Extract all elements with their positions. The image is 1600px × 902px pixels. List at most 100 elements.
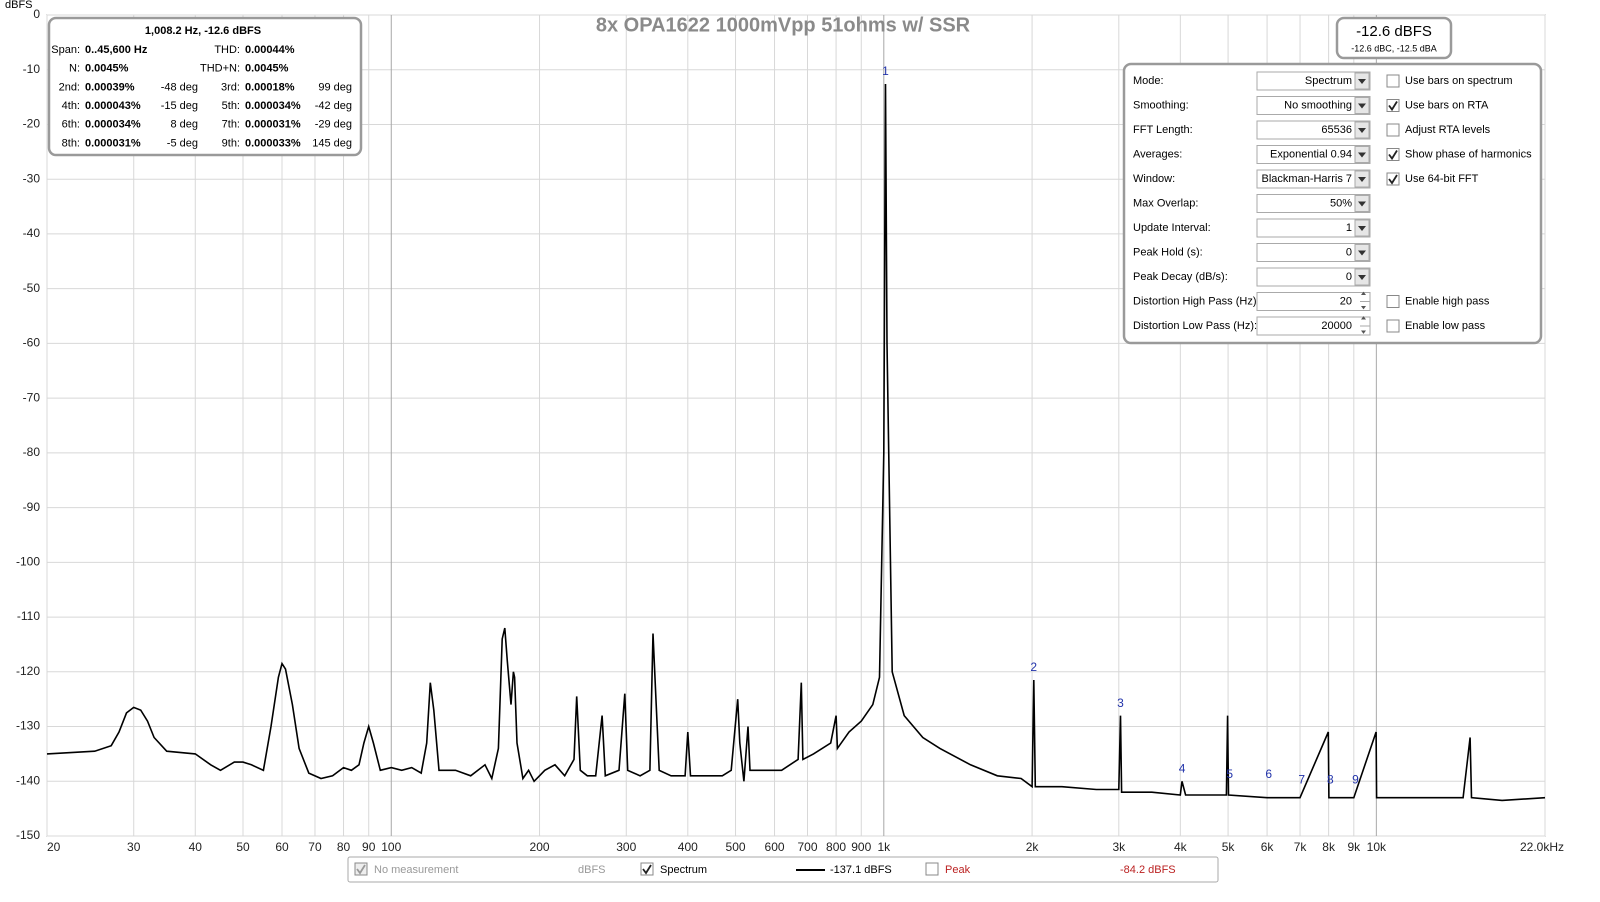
metric-value: 0.000031% [245, 119, 301, 131]
metric-label: THD+N: [200, 63, 240, 75]
control-value: 20000 [1321, 320, 1352, 332]
legend-unit: dBFS [578, 864, 606, 876]
control-label: Peak Decay (dB/s): [1133, 271, 1228, 283]
control-value: 65536 [1321, 124, 1352, 136]
dropdown-arrow [1358, 152, 1366, 158]
x-tick-label: 80 [337, 840, 351, 854]
x-tick-label: 7k [1294, 840, 1308, 854]
control-value: 1 [1346, 222, 1352, 234]
metric-phase: -29 deg [315, 119, 352, 131]
legend-label: No measurement [374, 864, 458, 876]
control-value: 0 [1346, 271, 1352, 283]
metric-phase: -15 deg [161, 100, 198, 112]
harmonic-marker: 6 [1265, 767, 1272, 781]
checkbox[interactable] [1386, 99, 1400, 112]
checkbox-label: Enable low pass [1405, 320, 1486, 332]
control-label: Peak Hold (s): [1133, 246, 1203, 258]
spectrum-line [46, 83, 1546, 802]
dropdown-arrow [1358, 250, 1366, 256]
dropdown[interactable] [1256, 243, 1371, 262]
dropdown[interactable] [1256, 169, 1371, 189]
dropdown[interactable] [1256, 218, 1371, 238]
x-tick-label: 4k [1174, 840, 1188, 854]
metric-phase: -5 deg [167, 137, 198, 149]
control-value: 50% [1330, 197, 1352, 209]
x-tick-label: 10k [1367, 840, 1387, 854]
dropdown-arrow [1358, 177, 1366, 182]
metric-value: 0.000043% [85, 100, 141, 112]
x-tick-label: 800 [826, 840, 846, 854]
x-tick-label: 9k [1347, 840, 1361, 854]
level-weighted: -12.6 dBC, -12.5 dBA [1351, 43, 1437, 53]
metric-phase: 145 deg [312, 137, 352, 149]
metric-value: 0.0045% [85, 63, 129, 75]
y-tick-label: -100 [16, 555, 40, 569]
dropdown[interactable] [1256, 267, 1371, 287]
harmonic-marker: 2 [1030, 660, 1037, 674]
checkbox[interactable] [1386, 172, 1400, 186]
checkmark [1388, 174, 1398, 185]
harmonic-marker: 1 [882, 64, 889, 78]
legend-value: -137.1 dBFS [830, 864, 892, 876]
harmonic-marker: 5 [1226, 767, 1233, 781]
checkbox [354, 862, 368, 876]
checkbox[interactable] [1386, 295, 1400, 308]
y-tick-label: -30 [23, 171, 41, 185]
x-tick-label: 30 [127, 840, 141, 854]
x-tick-label: 700 [797, 840, 817, 854]
level-meter [1335, 16, 1453, 60]
metric-value: 0.00039% [85, 81, 135, 93]
checkmark [1388, 150, 1398, 161]
x-tick-label: 100 [381, 840, 401, 854]
legend-label: Peak [945, 864, 971, 876]
metric-label: Span: [51, 44, 80, 56]
checkbox[interactable] [1386, 123, 1400, 137]
harmonic-marker: 3 [1117, 696, 1124, 710]
panels: 1,008.2 Hz, -12.6 dBFS Span: 0..45,600 Hz T… [47, 16, 1543, 883]
y-tick-label: 0 [33, 7, 40, 21]
y-tick-label: -140 [16, 773, 40, 787]
x-tick-label: 90 [362, 840, 376, 854]
metric-phase: 8 deg [170, 119, 198, 131]
x-tick-label: 3k [1112, 840, 1126, 854]
checkbox[interactable] [640, 862, 654, 876]
checkbox-label: Use bars on RTA [1405, 99, 1489, 111]
metric-label: 5th: [222, 100, 240, 112]
checkmark [1388, 101, 1398, 112]
metric-label: N: [69, 63, 80, 75]
checkbox[interactable] [1386, 74, 1400, 88]
x-tick-label: 50 [236, 840, 250, 854]
control-value: No smoothing [1284, 99, 1352, 111]
dropdown[interactable] [1256, 120, 1371, 140]
metric-label: 8th: [62, 137, 80, 149]
x-tick-label: 500 [726, 840, 746, 854]
metric-value: 0.00044% [245, 44, 295, 56]
y-tick-label: -120 [16, 664, 40, 678]
harmonic-marker: 4 [1179, 761, 1186, 775]
dropdown[interactable] [1256, 71, 1371, 91]
y-tick-label: -10 [23, 62, 41, 76]
dropdown[interactable] [1256, 145, 1371, 164]
x-tick-label: 1k [877, 840, 891, 854]
metric-label: 4th: [62, 100, 80, 112]
traces: 1 2 3 4 5 6 7 8 9 [46, 64, 1546, 802]
checkbox[interactable] [1386, 319, 1400, 333]
dropdown[interactable] [1256, 194, 1371, 213]
x-tick-label: 600 [765, 840, 785, 854]
metric-value: 0.00018% [245, 81, 295, 93]
x-tick-label: 22.0kHz [1520, 840, 1564, 854]
checkbox[interactable] [1386, 148, 1400, 161]
x-tick-label: 400 [678, 840, 698, 854]
checkbox[interactable] [925, 862, 939, 876]
y-tick-label: -20 [23, 117, 41, 131]
x-tick-label: 60 [275, 840, 289, 854]
spin-box[interactable] [1256, 292, 1371, 311]
spin-arrows [1361, 316, 1366, 334]
y-tick-label: -130 [16, 719, 40, 733]
spin-box[interactable] [1256, 316, 1371, 336]
dropdown[interactable] [1256, 96, 1371, 115]
grid: 0 -10 -20 -30 -40 -50 -60 -70 -80 -90 -100 -110 -120… [16, 7, 1564, 854]
control-label: Update Interval: [1133, 222, 1211, 234]
y-tick-label: -40 [23, 226, 41, 240]
harmonic-marker: 7 [1298, 772, 1305, 786]
